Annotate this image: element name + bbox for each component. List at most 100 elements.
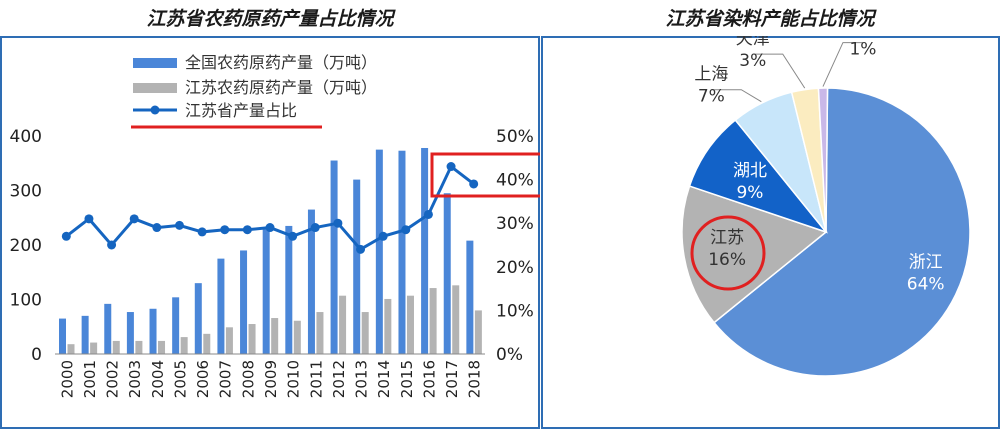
highlight-box-2017-2018: [430, 152, 540, 198]
legend-swatch-jiangsu: [133, 83, 177, 93]
bar-jiangsu-2010: [293, 320, 301, 354]
x-tick-2003: 2003: [126, 360, 144, 398]
bar-national-2005: [172, 297, 180, 354]
share-point-2016: [423, 209, 433, 219]
share-point-2017: [446, 162, 456, 172]
bar-jiangsu-2011: [316, 312, 324, 354]
x-tick-2017: 2017: [443, 360, 461, 398]
bar-jiangsu-2013: [361, 312, 369, 354]
share-point-2018: [469, 179, 479, 189]
share-point-2009: [265, 223, 275, 233]
bar-jiangsu-2014: [384, 298, 392, 354]
bar-national-2009: [262, 228, 270, 354]
legend-label-jiangsu: 江苏农药原药产量（万吨）: [185, 78, 377, 97]
share-point-2010: [288, 231, 298, 241]
x-tick-2009: 2009: [262, 360, 280, 398]
x-tick-2007: 2007: [217, 360, 235, 398]
share-point-2004: [152, 223, 162, 233]
share-point-2002: [107, 240, 117, 250]
y-left-tick: 0: [31, 345, 42, 365]
pie-label-0: 浙江: [909, 252, 943, 272]
bar-jiangsu-2009: [271, 318, 279, 354]
pie-leader-5: [822, 42, 863, 87]
bar-national-2004: [149, 308, 157, 354]
x-tick-2014: 2014: [375, 360, 393, 398]
bar-national-2006: [194, 283, 202, 354]
legend-swatch-national: [133, 58, 177, 68]
legend: 全国农药原药产量（万吨） 江苏农药原药产量（万吨） 江苏省产量占比: [131, 53, 377, 129]
bar-jiangsu-2003: [135, 340, 143, 354]
y-right-tick: 40%: [496, 171, 534, 191]
bar-jiangsu-2018: [474, 310, 482, 354]
bar-jiangsu-2002: [112, 340, 120, 354]
share-point-2007: [220, 225, 230, 235]
bar-national-2014: [375, 149, 383, 354]
pie-slice-2: [688, 119, 829, 234]
share-point-2005: [174, 220, 184, 230]
x-tick-2000: 2000: [58, 360, 76, 398]
bar-national-2016: [421, 147, 429, 354]
pie-slice-5: [817, 87, 829, 233]
bar-national-2018: [466, 240, 474, 354]
y-right-tick: 50%: [496, 127, 534, 147]
highlight-circle-jiangsu: [690, 215, 766, 291]
legend-marker-share: [150, 105, 160, 115]
x-tick-2010: 2010: [285, 360, 303, 398]
bar-jiangsu-2006: [203, 333, 211, 354]
bar-national-2002: [104, 303, 112, 354]
share-series-line: [65, 164, 475, 252]
pie-label-5: 山东: [846, 36, 880, 38]
share-point-2001: [84, 214, 94, 224]
bar-national-2001: [81, 315, 89, 354]
x-tick-2001: 2001: [81, 360, 99, 398]
bar-jiangsu-2005: [180, 337, 188, 354]
share-point-2014: [378, 231, 388, 241]
x-tick-2005: 2005: [171, 360, 189, 398]
share-point-2000: [61, 231, 71, 241]
bar-jiangsu-2001: [90, 342, 98, 354]
pie-label-3: 上海: [694, 65, 728, 85]
x-tick-2002: 2002: [104, 360, 122, 398]
y-right-tick: 10%: [496, 301, 534, 321]
x-tick-2004: 2004: [149, 360, 167, 398]
bar-jiangsu-2015: [406, 295, 414, 354]
share-point-2003: [129, 214, 139, 224]
x-tick-2006: 2006: [194, 360, 212, 398]
pie-slice-0: [713, 87, 971, 377]
bar-national-2013: [353, 179, 361, 354]
x-tick-2016: 2016: [420, 360, 438, 398]
pie-percent-4: 3%: [739, 51, 766, 71]
y-left-tick: 400: [10, 127, 42, 147]
x-tick-2015: 2015: [398, 360, 416, 398]
pie-leader-4: [752, 53, 806, 89]
pie-label-1: 江苏: [710, 228, 744, 248]
y-right-tick: 20%: [496, 258, 534, 278]
bar-jiangsu-2000: [67, 344, 75, 354]
pesticide-chart-panel: [0, 36, 540, 429]
x-tick-2012: 2012: [330, 360, 348, 398]
x-tick-2008: 2008: [239, 360, 257, 398]
x-tick-2018: 2018: [466, 360, 484, 398]
share-point-2013: [356, 244, 366, 254]
bar-national-2000: [59, 318, 66, 354]
y-left-tick: 300: [10, 182, 42, 202]
bar-national-2008: [240, 250, 248, 354]
right-chart-title: 江苏省染料产能占比情况: [665, 8, 875, 30]
y-right-tick: 0%: [496, 345, 523, 365]
x-tick-2013: 2013: [353, 360, 371, 398]
pie-percent-2: 9%: [736, 183, 763, 203]
y-left-tick: 100: [10, 291, 42, 311]
y-right-tick: 30%: [496, 214, 534, 234]
pesticide-combo-chart: 0 100 200 300 400 0% 10% 20% 30% 40% 50% 2000 2001…: [10, 53, 540, 398]
bar-national-2011: [307, 209, 315, 354]
share-point-2006: [197, 227, 207, 237]
y-left-tick: 200: [10, 236, 42, 256]
bar-jiangsu-2007: [225, 327, 233, 354]
pie-percent-3: 7%: [698, 87, 725, 107]
bar-national-2015: [398, 150, 406, 354]
bar-national-2003: [126, 312, 134, 354]
share-point-2011: [310, 223, 320, 233]
dye-pie-panel: [541, 36, 1000, 429]
bar-jiangsu-2004: [158, 340, 166, 354]
